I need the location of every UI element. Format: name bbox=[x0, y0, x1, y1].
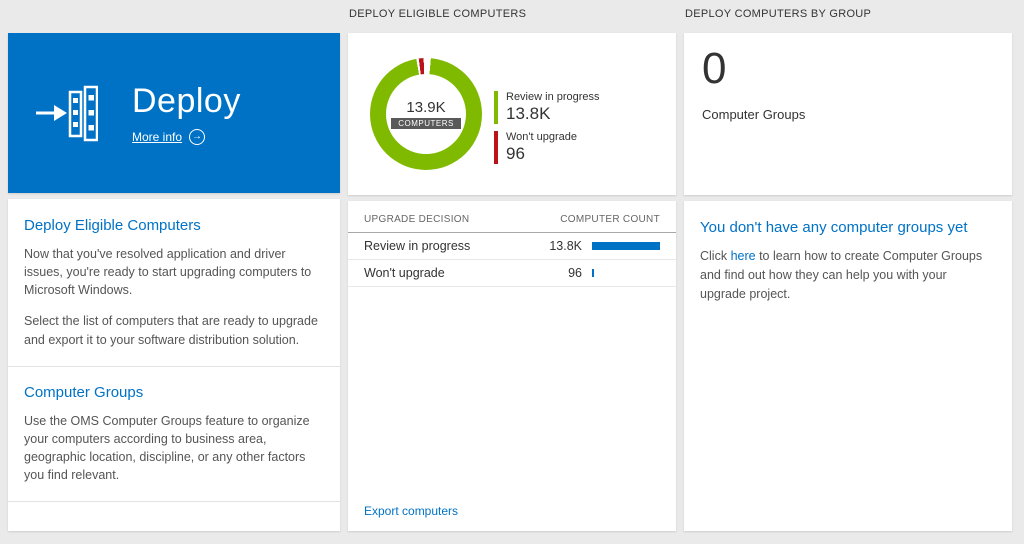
legend-item-review: Review in progress 13.8K bbox=[494, 91, 600, 124]
donut-chart[interactable]: 13.9K COMPUTERS bbox=[370, 58, 482, 170]
column-header-upgrade-decision: UPGRADE DECISION bbox=[364, 214, 470, 225]
no-groups-message-card: You don't have any computer groups yet C… bbox=[684, 201, 1012, 531]
section-paragraph: Now that you've resolved application and… bbox=[24, 247, 312, 298]
computer-groups-count-card[interactable]: 0 Computer Groups bbox=[684, 33, 1012, 195]
row-bar bbox=[592, 242, 660, 250]
legend-item-wont-upgrade: Won't upgrade 96 bbox=[494, 131, 600, 164]
table-row[interactable]: Won't upgrade 96 bbox=[348, 260, 676, 287]
no-groups-heading: You don't have any computer groups yet bbox=[700, 219, 968, 236]
row-bar-track bbox=[592, 242, 660, 250]
section-paragraph: Select the list of computers that are re… bbox=[24, 314, 318, 347]
row-value: 96 bbox=[568, 266, 582, 280]
help-text-suffix: to learn how to create Computer Groups a… bbox=[700, 249, 983, 301]
no-groups-help-text: Click here to learn how to create Comput… bbox=[700, 247, 996, 303]
more-info-link[interactable]: More info bbox=[132, 129, 183, 144]
group-count: 0 bbox=[702, 44, 727, 93]
here-link[interactable]: here bbox=[730, 249, 756, 263]
section-paragraph: Use the OMS Computer Groups feature to o… bbox=[24, 413, 310, 482]
chart-legend: Review in progress 13.8K Won't upgrade 9… bbox=[494, 91, 600, 171]
donut-center: 13.9K COMPUTERS bbox=[386, 74, 466, 154]
row-bar-track bbox=[592, 269, 660, 277]
table-row[interactable]: Review in progress 13.8K bbox=[348, 233, 676, 260]
arrow-right-icon[interactable]: → bbox=[189, 128, 206, 145]
legend-color-wont-upgrade bbox=[494, 131, 498, 164]
table-header-row: UPGRADE DECISION COMPUTER COUNT bbox=[348, 201, 676, 233]
donut-center-value: 13.9K bbox=[406, 99, 446, 116]
section-heading-deploy-eligible: Deploy Eligible Computers bbox=[24, 217, 201, 234]
legend-value: 96 bbox=[506, 144, 525, 163]
row-value: 13.8K bbox=[549, 239, 582, 253]
group-count-label: Computer Groups bbox=[702, 107, 806, 123]
middle-column-header: DEPLOY ELIGIBLE COMPUTERS bbox=[349, 8, 527, 20]
section-heading-computer-groups: Computer Groups bbox=[24, 383, 144, 401]
deploy-tile[interactable]: Deploy More info → bbox=[8, 33, 340, 193]
deploy-description-panel: Deploy Eligible Computers Now that you'v… bbox=[8, 199, 340, 531]
row-label: Won't upgrade bbox=[364, 266, 445, 280]
legend-value: 13.8K bbox=[506, 104, 551, 123]
donut-center-label: COMPUTERS bbox=[391, 118, 461, 129]
row-label: Review in progress bbox=[364, 239, 471, 253]
legend-label: Review in progress bbox=[506, 91, 600, 103]
section-divider bbox=[8, 501, 340, 503]
section-divider bbox=[8, 365, 340, 367]
right-column-header: DEPLOY COMPUTERS BY GROUP bbox=[685, 8, 872, 20]
export-computers-link[interactable]: Export computers bbox=[364, 504, 459, 518]
eligible-computers-chart-card: 13.9K COMPUTERS Review in progress 13.8K… bbox=[348, 33, 676, 195]
deploy-tile-text: Deploy More info → bbox=[132, 82, 241, 145]
upgrade-decision-table-card: UPGRADE DECISION COMPUTER COUNT Review i… bbox=[348, 201, 676, 531]
legend-color-review bbox=[494, 91, 498, 124]
legend-label: Won't upgrade bbox=[506, 131, 578, 143]
column-header-computer-count: COMPUTER COUNT bbox=[560, 214, 660, 225]
help-text-prefix: Click bbox=[700, 249, 731, 263]
deploy-tile-title: Deploy bbox=[132, 81, 241, 120]
deploy-servers-icon bbox=[34, 84, 99, 142]
row-bar bbox=[592, 269, 595, 277]
